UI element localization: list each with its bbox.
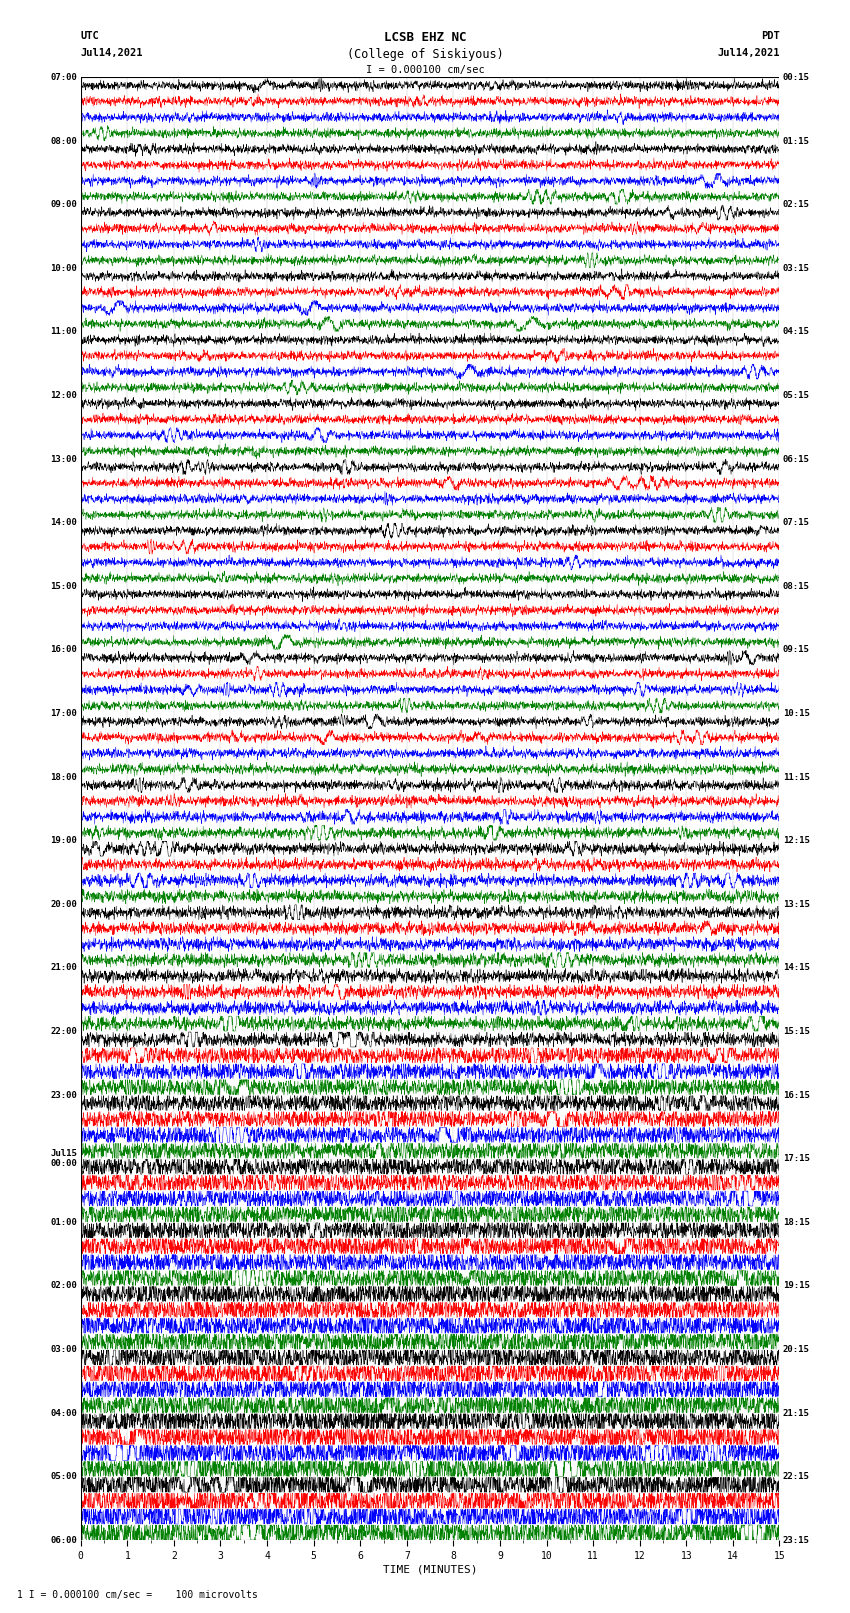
Text: 12:15: 12:15 xyxy=(783,836,810,845)
Text: 11:00: 11:00 xyxy=(50,327,77,337)
Text: Jul14,2021: Jul14,2021 xyxy=(717,48,779,58)
Text: 21:15: 21:15 xyxy=(783,1408,810,1418)
Text: 08:00: 08:00 xyxy=(50,137,77,145)
Text: (College of Siskiyous): (College of Siskiyous) xyxy=(347,48,503,61)
Text: 12:00: 12:00 xyxy=(50,390,77,400)
Text: Jul15
00:00: Jul15 00:00 xyxy=(50,1150,77,1168)
Text: 07:00: 07:00 xyxy=(50,73,77,82)
Text: 06:00: 06:00 xyxy=(50,1536,77,1545)
Text: UTC: UTC xyxy=(81,31,99,40)
Text: 22:15: 22:15 xyxy=(783,1473,810,1481)
Text: 16:00: 16:00 xyxy=(50,645,77,655)
Text: 02:00: 02:00 xyxy=(50,1281,77,1290)
Text: 23:00: 23:00 xyxy=(50,1090,77,1100)
Text: 04:00: 04:00 xyxy=(50,1408,77,1418)
Text: 20:15: 20:15 xyxy=(783,1345,810,1353)
Text: 05:00: 05:00 xyxy=(50,1473,77,1481)
Text: 13:15: 13:15 xyxy=(783,900,810,908)
Text: 20:00: 20:00 xyxy=(50,900,77,908)
Text: 19:15: 19:15 xyxy=(783,1281,810,1290)
Text: 14:15: 14:15 xyxy=(783,963,810,973)
X-axis label: TIME (MINUTES): TIME (MINUTES) xyxy=(382,1565,478,1574)
Text: 19:00: 19:00 xyxy=(50,836,77,845)
Text: 17:15: 17:15 xyxy=(783,1155,810,1163)
Text: 1 I = 0.000100 cm/sec =    100 microvolts: 1 I = 0.000100 cm/sec = 100 microvolts xyxy=(17,1590,258,1600)
Text: 03:00: 03:00 xyxy=(50,1345,77,1353)
Text: 14:00: 14:00 xyxy=(50,518,77,527)
Text: 23:15: 23:15 xyxy=(783,1536,810,1545)
Text: 13:00: 13:00 xyxy=(50,455,77,463)
Text: 07:15: 07:15 xyxy=(783,518,810,527)
Text: 17:00: 17:00 xyxy=(50,710,77,718)
Text: 09:00: 09:00 xyxy=(50,200,77,210)
Text: 01:15: 01:15 xyxy=(783,137,810,145)
Text: 08:15: 08:15 xyxy=(783,582,810,590)
Text: 18:00: 18:00 xyxy=(50,773,77,782)
Text: Jul14,2021: Jul14,2021 xyxy=(81,48,144,58)
Text: 15:15: 15:15 xyxy=(783,1027,810,1036)
Text: I = 0.000100 cm/sec: I = 0.000100 cm/sec xyxy=(366,65,484,74)
Text: 10:00: 10:00 xyxy=(50,265,77,273)
Text: 04:15: 04:15 xyxy=(783,327,810,337)
Text: 11:15: 11:15 xyxy=(783,773,810,782)
Text: 00:15: 00:15 xyxy=(783,73,810,82)
Text: 03:15: 03:15 xyxy=(783,265,810,273)
Text: 06:15: 06:15 xyxy=(783,455,810,463)
Text: 02:15: 02:15 xyxy=(783,200,810,210)
Text: LCSB EHZ NC: LCSB EHZ NC xyxy=(383,31,467,44)
Text: 16:15: 16:15 xyxy=(783,1090,810,1100)
Text: 09:15: 09:15 xyxy=(783,645,810,655)
Text: 22:00: 22:00 xyxy=(50,1027,77,1036)
Text: 01:00: 01:00 xyxy=(50,1218,77,1227)
Text: 05:15: 05:15 xyxy=(783,390,810,400)
Text: 18:15: 18:15 xyxy=(783,1218,810,1227)
Text: PDT: PDT xyxy=(761,31,779,40)
Text: 15:00: 15:00 xyxy=(50,582,77,590)
Text: 21:00: 21:00 xyxy=(50,963,77,973)
Text: 10:15: 10:15 xyxy=(783,710,810,718)
